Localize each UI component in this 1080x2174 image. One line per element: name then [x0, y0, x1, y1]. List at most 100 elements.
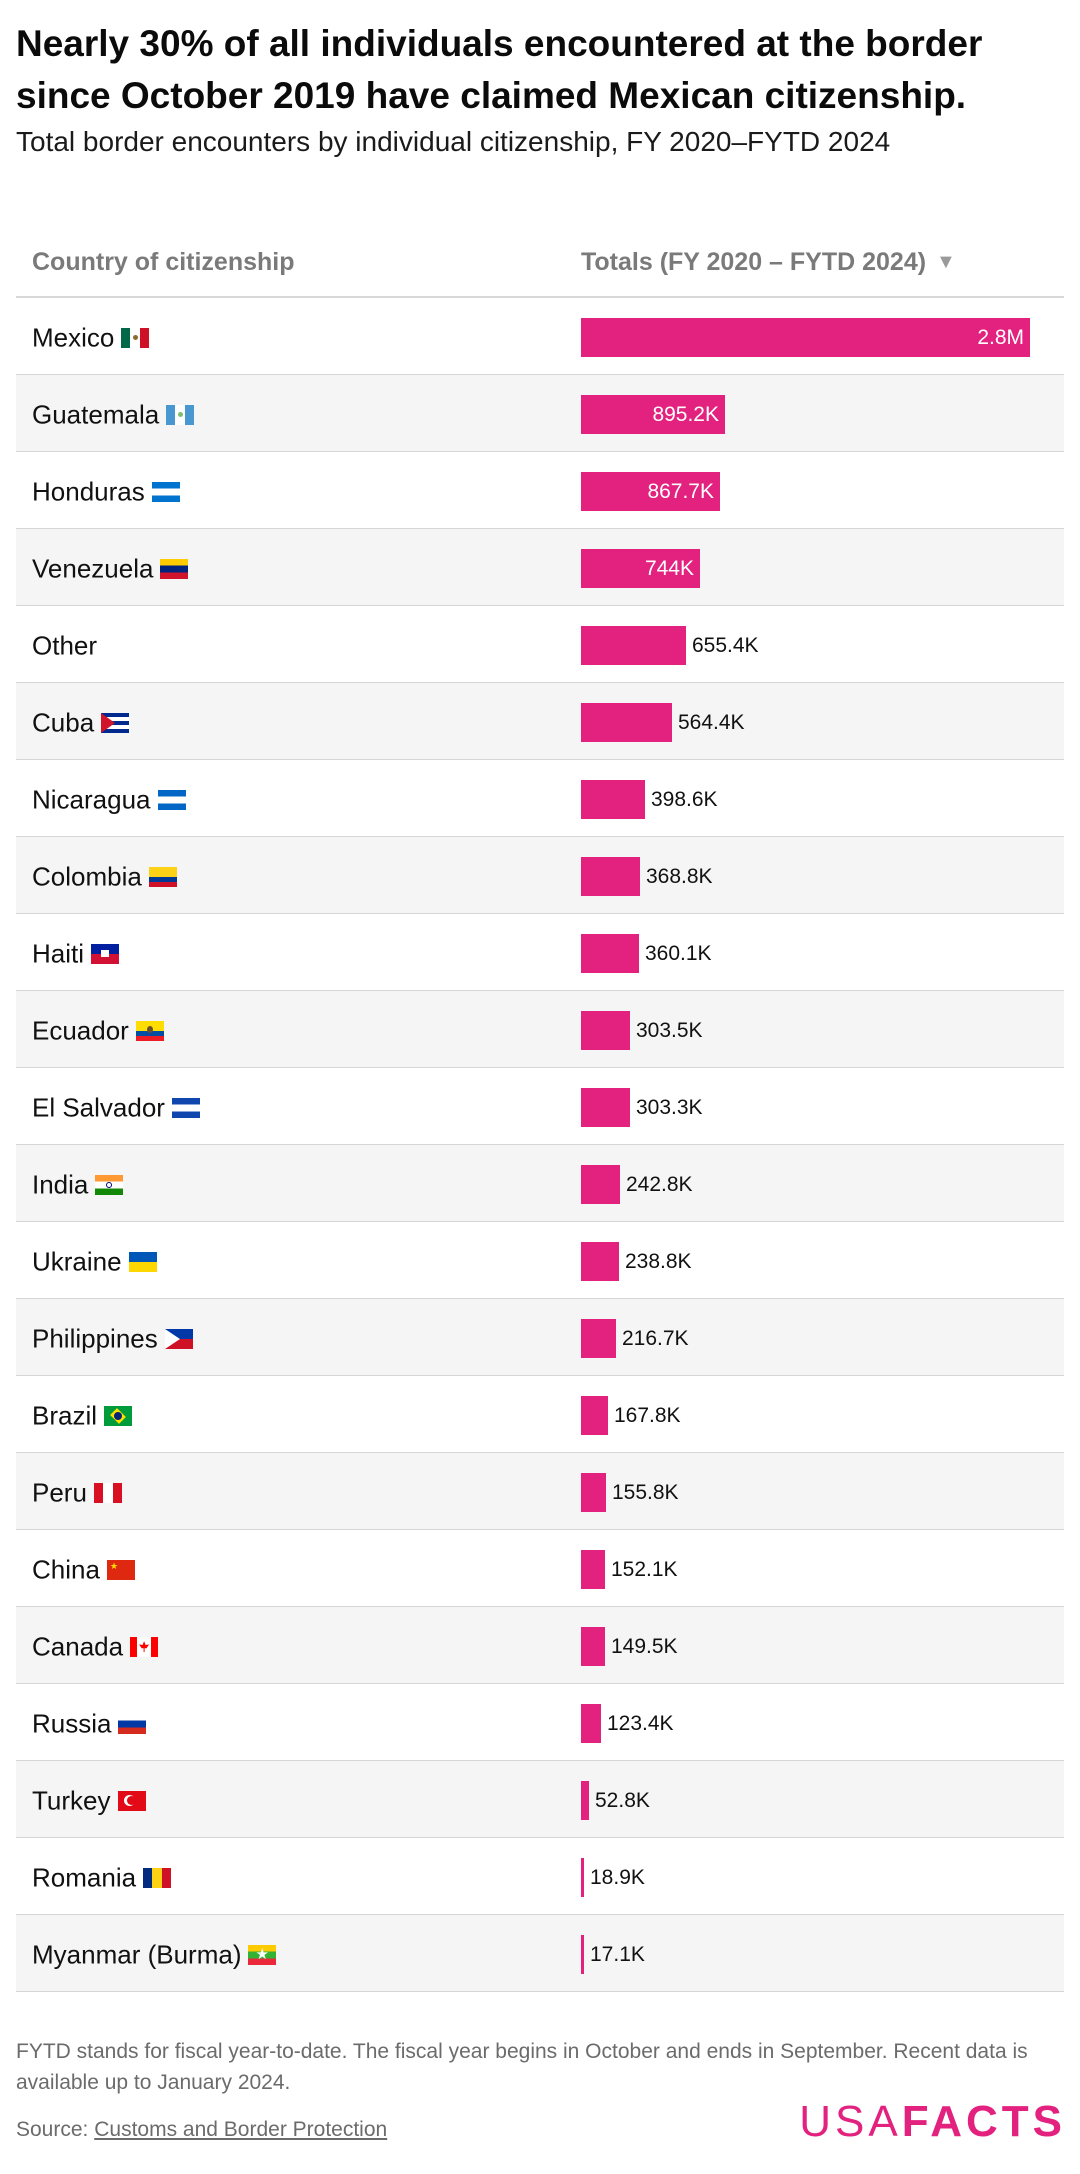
- bar[interactable]: [581, 1165, 620, 1204]
- bar[interactable]: [581, 626, 686, 665]
- country-cell: Ukraine: [32, 1222, 157, 1299]
- bar[interactable]: [581, 549, 700, 588]
- table-row: Russia 123.4K: [16, 1684, 1064, 1761]
- table-row: Colombia 368.8K: [16, 837, 1064, 914]
- data-label: 360.1K: [645, 942, 712, 965]
- bar[interactable]: [581, 395, 725, 434]
- category-label: Ukraine: [32, 1246, 122, 1277]
- country-cell: Cuba: [32, 683, 130, 760]
- table-row: Honduras 867.7K: [16, 452, 1064, 529]
- chart-rows: Mexico 2.8M Guatemala 895.2K Honduras 867.7K V…: [16, 298, 1064, 1992]
- table-row: Ukraine 238.8K: [16, 1222, 1064, 1299]
- category-label: Mexico: [32, 322, 115, 353]
- country-cell: China ★: [32, 1530, 135, 1607]
- bar[interactable]: [581, 318, 1030, 357]
- bar[interactable]: [581, 1011, 630, 1050]
- bar[interactable]: [581, 934, 639, 973]
- table-row: China ★ 152.1K: [16, 1530, 1064, 1607]
- source-label: Source:: [16, 2118, 89, 2141]
- chart-subtitle: Total border encounters by individual ci…: [16, 126, 891, 157]
- turkey-flag-icon: [117, 1791, 146, 1812]
- table-row: El Salvador 303.3K: [16, 1068, 1064, 1145]
- canada-flag-icon: [130, 1637, 159, 1658]
- bar[interactable]: [581, 1396, 608, 1435]
- data-label: 398.6K: [651, 788, 718, 811]
- data-label: 216.7K: [622, 1327, 689, 1350]
- russia-flag-icon: [118, 1714, 147, 1735]
- category-label: Honduras: [32, 476, 145, 507]
- data-label: 655.4K: [692, 634, 759, 657]
- category-label: Haiti: [32, 938, 85, 969]
- table-row: Venezuela 744K: [16, 529, 1064, 606]
- china-flag-icon: ★: [106, 1560, 135, 1581]
- source-line: Source: Customs and Border Protection: [16, 2114, 387, 2145]
- country-cell: Nicaragua: [32, 760, 186, 837]
- bar[interactable]: [581, 857, 640, 896]
- sort-descending-icon[interactable]: ▼: [936, 251, 956, 273]
- bar[interactable]: [581, 1242, 619, 1281]
- category-label: Russia: [32, 1708, 112, 1739]
- nicaragua-flag-icon: [157, 790, 186, 811]
- source-link[interactable]: Customs and Border Protection: [94, 2118, 388, 2141]
- data-label: 152.1K: [611, 1558, 678, 1581]
- column-header-totals[interactable]: Totals (FY 2020 – FYTD 2024) ▼: [581, 248, 956, 277]
- table-row: Canada 149.5K: [16, 1607, 1064, 1684]
- category-label: Guatemala: [32, 399, 160, 430]
- country-cell: Philippines: [32, 1299, 193, 1376]
- bar[interactable]: [581, 1627, 605, 1666]
- table-row: Peru 155.8K: [16, 1453, 1064, 1530]
- haiti-flag-icon: [91, 944, 120, 965]
- bar[interactable]: [581, 1088, 630, 1127]
- el-salvador-flag-icon: [171, 1098, 200, 1119]
- bar[interactable]: [581, 1781, 589, 1820]
- country-cell: Colombia: [32, 837, 177, 914]
- cuba-flag-icon: [101, 713, 130, 734]
- ukraine-flag-icon: [128, 1252, 157, 1273]
- honduras-flag-icon: [151, 482, 180, 503]
- bar[interactable]: [581, 780, 645, 819]
- country-cell: El Salvador: [32, 1068, 200, 1145]
- bar[interactable]: [581, 1473, 606, 1512]
- country-cell: Ecuador: [32, 991, 164, 1068]
- logo-facts: FACTS: [901, 2097, 1066, 2146]
- data-label: 564.4K: [678, 711, 745, 734]
- data-label: 18.9K: [590, 1866, 645, 1889]
- usafacts-logo: USAFACTS: [799, 2097, 1066, 2147]
- table-row: Cuba 564.4K: [16, 683, 1064, 760]
- table-row: Myanmar (Burma) ★ 17.1K: [16, 1915, 1064, 1992]
- data-label: 52.8K: [595, 1789, 650, 1812]
- philippines-flag-icon: [164, 1329, 193, 1350]
- data-label: 303.5K: [636, 1019, 703, 1042]
- table-row: Romania 18.9K: [16, 1838, 1064, 1915]
- data-label: 303.3K: [636, 1096, 703, 1119]
- country-cell: Canada: [32, 1607, 159, 1684]
- category-label: Peru: [32, 1477, 87, 1508]
- bar[interactable]: [581, 1935, 584, 1974]
- table-row: Turkey 52.8K: [16, 1761, 1064, 1838]
- chart-title: Nearly 30% of all individuals encountere…: [16, 23, 983, 116]
- myanmar-flag-icon: ★: [248, 1945, 277, 1966]
- country-cell: Myanmar (Burma) ★: [32, 1915, 277, 1992]
- table-row: Nicaragua 398.6K: [16, 760, 1064, 837]
- table-header: Country of citizenship Totals (FY 2020 –…: [16, 236, 1064, 298]
- table-row: Haiti 360.1K: [16, 914, 1064, 991]
- country-cell: Peru: [32, 1453, 122, 1530]
- table-row: Guatemala 895.2K: [16, 375, 1064, 452]
- bar[interactable]: [581, 703, 672, 742]
- peru-flag-icon: [93, 1483, 122, 1504]
- category-label: Romania: [32, 1862, 137, 1893]
- bar[interactable]: [581, 1704, 601, 1743]
- bar[interactable]: [581, 1550, 605, 1589]
- table-row: India 242.8K: [16, 1145, 1064, 1222]
- bar[interactable]: [581, 1319, 616, 1358]
- bar[interactable]: [581, 1858, 584, 1897]
- data-label: 895.2K: [652, 403, 719, 426]
- table-row: Ecuador 303.5K: [16, 991, 1064, 1068]
- table-row: Philippines 216.7K: [16, 1299, 1064, 1376]
- bar[interactable]: [581, 472, 720, 511]
- ecuador-flag-icon: [135, 1021, 164, 1042]
- guatemala-flag-icon: [166, 405, 195, 426]
- data-label: 155.8K: [612, 1481, 679, 1504]
- venezuela-flag-icon: [160, 559, 189, 580]
- column-header-country: Country of citizenship: [32, 248, 295, 276]
